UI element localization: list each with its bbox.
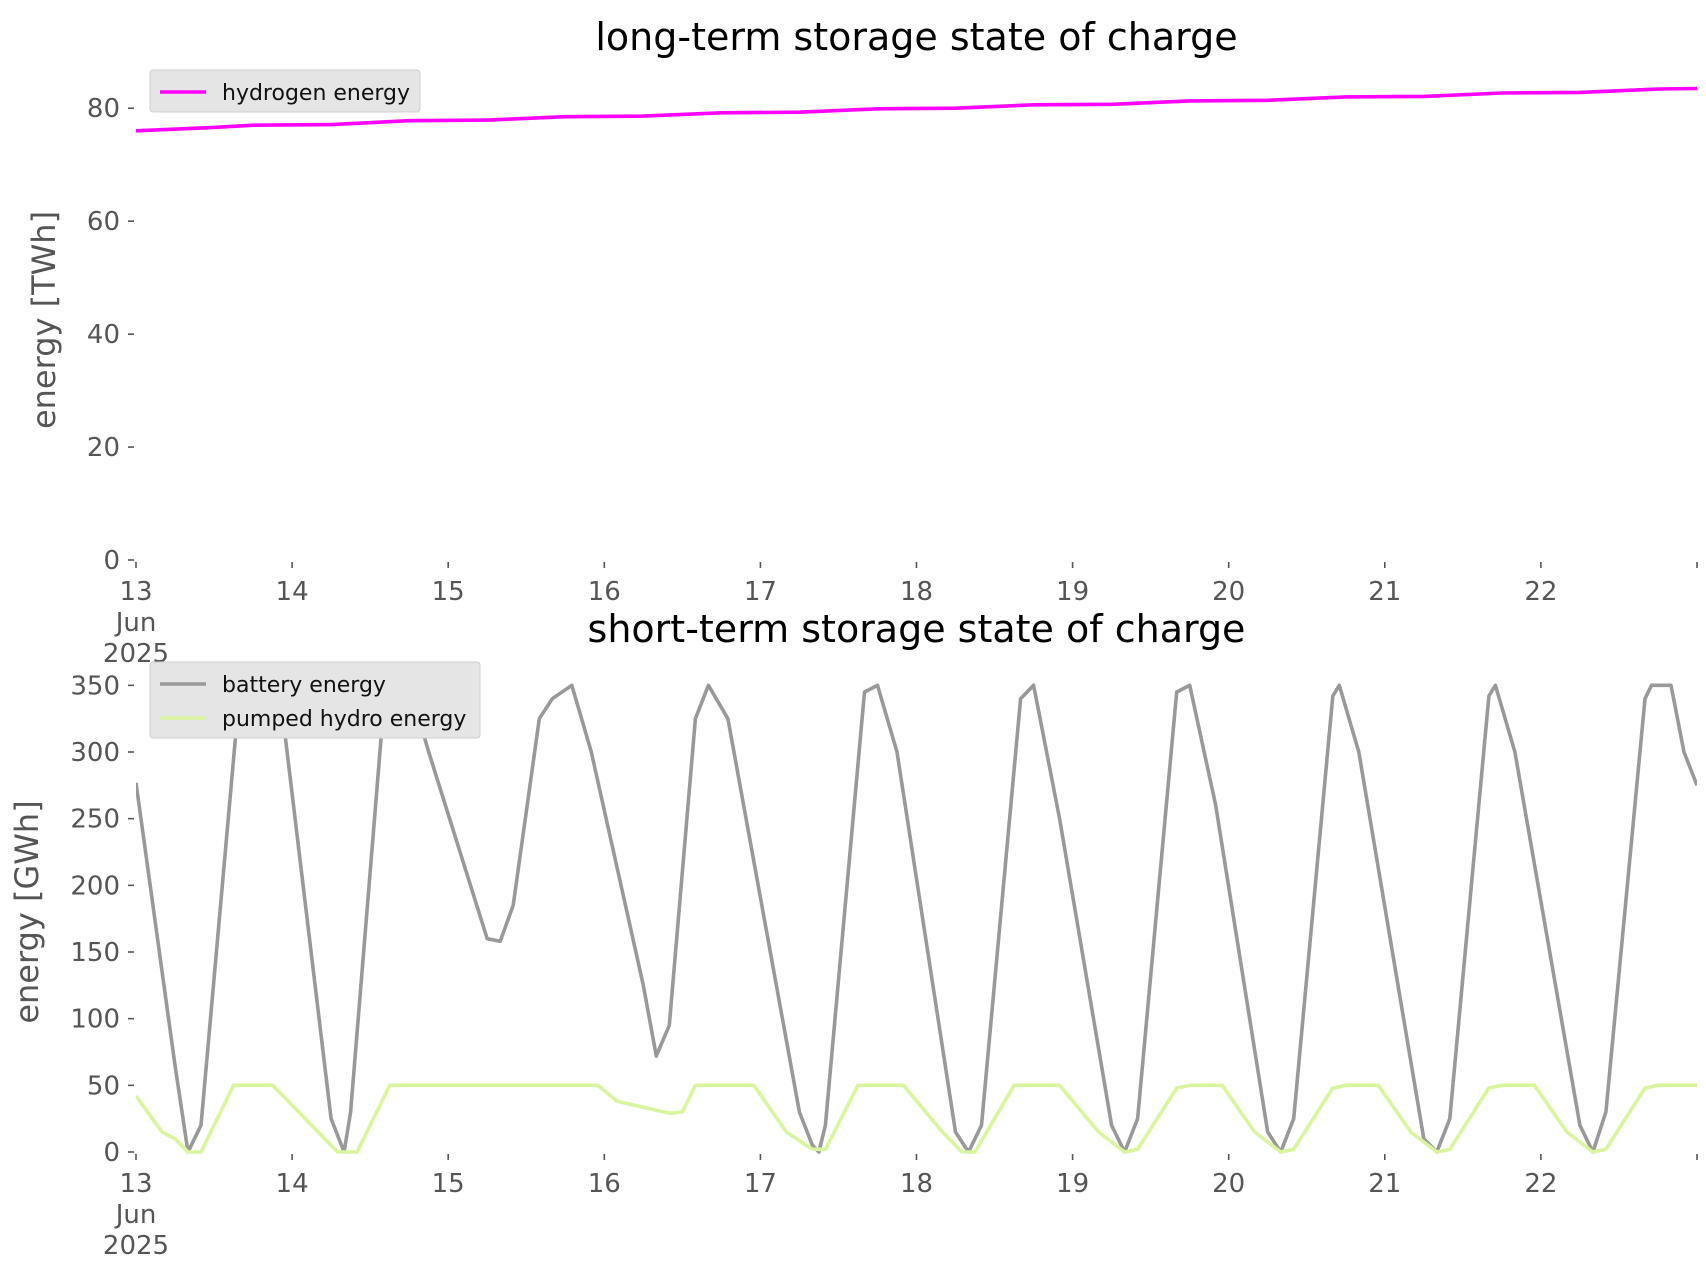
y-tick-label: 80: [87, 94, 120, 124]
x-tick-label: 21: [1368, 577, 1401, 607]
x-tick-label: 19: [1056, 1169, 1089, 1199]
x-tick-label-line: 21: [1368, 577, 1401, 607]
y-tick-label: 40: [87, 320, 120, 350]
x-tick-label-line: 2025: [103, 1231, 169, 1261]
x-tick-label-line: 17: [744, 1169, 777, 1199]
legend-label: battery energy: [222, 673, 386, 698]
y-tick-label: 0: [103, 546, 120, 576]
x-tick-label-line: 17: [744, 577, 777, 607]
x-tick-label-line: 19: [1056, 577, 1089, 607]
x-tick-label: 21: [1368, 1169, 1401, 1199]
x-tick-label: 18: [900, 1169, 933, 1199]
x-tick-label-line: 15: [432, 577, 465, 607]
x-tick-label-line: Jun: [114, 608, 157, 638]
legend-box: [149, 661, 481, 739]
legend: battery energy pumped hydro energy: [149, 661, 481, 739]
x-tick-label: 16: [588, 1169, 621, 1199]
x-tick-label-line: 20: [1212, 577, 1245, 607]
x-tick-label: 19: [1056, 577, 1089, 607]
x-tick-label-line: 20: [1212, 1169, 1245, 1199]
y-tick-label: 60: [87, 207, 120, 237]
x-tick-label-line: 13: [119, 1169, 152, 1199]
y-tick-label: 350: [70, 671, 120, 701]
y-tick-label: 20: [87, 433, 120, 463]
legend-label: pumped hydro energy: [222, 707, 466, 732]
legend-box: [149, 69, 421, 113]
y-tick-label: 0: [103, 1138, 120, 1168]
x-tick-label-line: 19: [1056, 1169, 1089, 1199]
series-line-battery-energy: [136, 683, 1697, 1154]
x-tick-label: 20: [1212, 1169, 1245, 1199]
y-axis-label: energy [TWh]: [25, 211, 63, 429]
x-tick-label: 15: [432, 1169, 465, 1199]
x-tick-label: 14: [276, 1169, 309, 1199]
y-tick-label: 50: [87, 1071, 120, 1101]
x-tick-label-line: 15: [432, 1169, 465, 1199]
x-tick-label: 13 Jun 2025: [103, 577, 169, 669]
x-tick-label: 20: [1212, 577, 1245, 607]
x-tick-label: 15: [432, 577, 465, 607]
x-tick-label: 17: [744, 1169, 777, 1199]
chart-title: short-term storage state of charge: [588, 607, 1246, 651]
y-tick-label: 300: [70, 738, 120, 768]
y-tick-label: 100: [70, 1005, 120, 1035]
x-tick-label: 17: [744, 577, 777, 607]
chart-panel-2: short-term storage state of charge energy…: [8, 607, 1698, 1261]
x-tick-label-line: 21: [1368, 1169, 1401, 1199]
y-tick-label: 250: [70, 805, 120, 835]
x-tick-label: 13 Jun 2025: [103, 1169, 169, 1261]
series-line-hydrogen-energy: [136, 86, 1697, 133]
x-tick-label-line: 22: [1524, 577, 1557, 607]
x-tick-label-line: 16: [588, 1169, 621, 1199]
chart-title: long-term storage state of charge: [595, 15, 1237, 59]
x-tick-label: 22: [1524, 577, 1557, 607]
x-tick-label-line: 14: [276, 1169, 309, 1199]
x-tick-label-line: 16: [588, 577, 621, 607]
legend-label: hydrogen energy: [222, 81, 410, 106]
series-line-pumped-hydro-energy: [136, 1083, 1697, 1154]
x-tick-label-line: Jun: [114, 1200, 157, 1230]
x-tick-label-line: 13: [119, 577, 152, 607]
chart-panel-1: long-term storage state of charge energy …: [25, 15, 1698, 669]
x-tick-label: 18: [900, 577, 933, 607]
y-tick-label: 200: [70, 871, 120, 901]
y-tick-label: 150: [70, 938, 120, 968]
x-tick-label-line: 22: [1524, 1169, 1557, 1199]
x-tick-label-line: 14: [276, 577, 309, 607]
x-tick-label: 16: [588, 577, 621, 607]
x-tick-label: 14: [276, 577, 309, 607]
x-tick-label-line: 18: [900, 577, 933, 607]
y-axis-label: energy [GWh]: [8, 800, 46, 1023]
x-tick-label-line: 18: [900, 1169, 933, 1199]
legend: hydrogen energy: [149, 69, 421, 113]
x-tick-label: 22: [1524, 1169, 1557, 1199]
